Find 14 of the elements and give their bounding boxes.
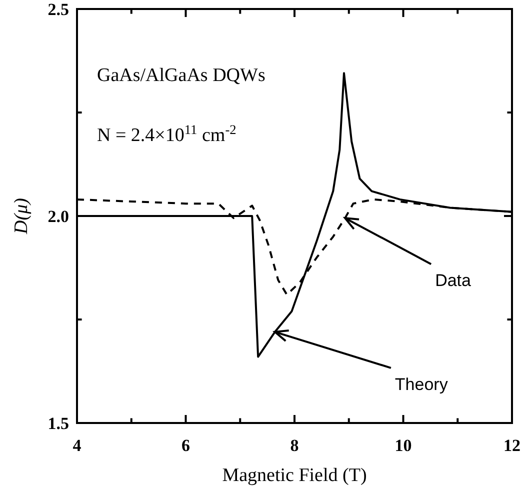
y-axis-title: D(μ) xyxy=(11,198,32,235)
x-axis-title: Magnetic Field (T) xyxy=(222,465,367,486)
y-tick-label: 2.0 xyxy=(48,207,69,226)
y-tick-label: 2.5 xyxy=(48,0,69,19)
annotation: N = 2.4×10$^{11}$ cm$^{-2}$ xyxy=(97,122,236,146)
x-tick-label: 12 xyxy=(504,436,520,455)
x-tick-label: 8 xyxy=(290,436,299,455)
y-tick-label: 1.5 xyxy=(48,414,69,433)
annotation: GaAs/AlGaAs DQWs xyxy=(97,65,266,86)
annotation: Data xyxy=(435,271,472,290)
annotation: Theory xyxy=(394,374,448,394)
x-tick-label: 6 xyxy=(182,436,190,455)
x-tick-label: 4 xyxy=(72,436,82,455)
x-tick-label: 10 xyxy=(394,436,412,455)
